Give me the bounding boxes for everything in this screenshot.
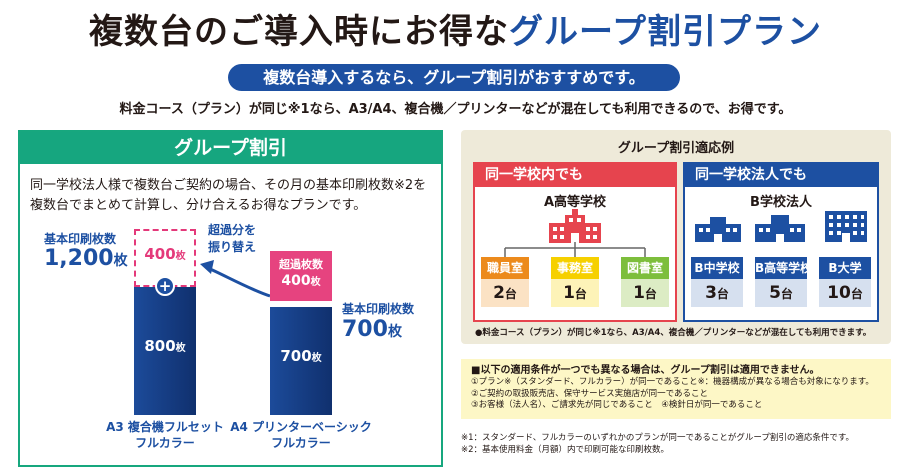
- same-school-heading: 同一学校内でも: [475, 164, 675, 187]
- school-junior-high: B中学校 3台: [691, 257, 743, 307]
- room-library: 図書室 1台: [621, 257, 669, 307]
- school-a-name: A高等学校: [543, 195, 607, 210]
- transfer-label: 超過分を 振り替え: [208, 223, 257, 254]
- example-note: ●料金コース（プラン）が同じ※1なら、A3/A4、複合機／プリンターなどが混在し…: [475, 328, 872, 338]
- group-discount-heading: グループ割引: [20, 132, 441, 164]
- right-base-label: 基本印刷枚数: [342, 302, 415, 316]
- group-discount-panel: グループ割引 同一学校法人様で複数台ご契約の場合、その月の基本印刷枚数※2を 複…: [18, 130, 443, 467]
- excess-sheets-bar: 超過枚数 400枚: [270, 251, 332, 301]
- footnote-2: ※2：基本使用料金（月額）内で印刷可能な印刷枚数。: [461, 445, 670, 455]
- plus-icon: +: [155, 276, 175, 296]
- conditions-box: ■以下の適用条件が一つでも異なる場合は、グループ割引は適用できません。 ①プラン…: [461, 359, 891, 419]
- condition-line: ①プラン※（スタンダード、フルカラー）が同一であること※：機器構成が異なる場合も…: [471, 377, 874, 387]
- branch-lines: [504, 242, 646, 258]
- junior-high-building-icon: [695, 217, 741, 242]
- example-title: グループ割引適応例: [617, 141, 735, 156]
- high-school-building-icon: [755, 215, 805, 242]
- lead-text: 料金コース（プラン）が同じ※1なら、A3/A4、複合機／プリンターなどが混在して…: [119, 102, 792, 117]
- corporation-b-name: B学校法人: [750, 195, 812, 210]
- a3-device-caption: A3 複合機フルセット フルカラー: [106, 420, 224, 450]
- school-building-icon: [549, 209, 601, 243]
- group-discount-description: 同一学校法人様で複数台ご契約の場合、その月の基本印刷枚数※2を 複数台でまとめて…: [30, 178, 427, 213]
- room-office: 事務室 1台: [551, 257, 599, 307]
- school-high: B高等学校 5台: [755, 257, 812, 307]
- a4-base-bar: 700枚: [270, 307, 332, 415]
- footnotes: ※1：スタンダード、フルカラーのいずれかのプランが同一であることがグループ割引の…: [461, 432, 854, 456]
- school-university: B大学 10台: [819, 257, 871, 307]
- a3-base-bar: 800枚: [134, 287, 196, 415]
- right-base-number: 700枚: [342, 317, 402, 342]
- room-staff: 職員室 2台: [481, 257, 529, 307]
- footnote-1: ※1：スタンダード、フルカラーのいずれかのプランが同一であることがグループ割引の…: [461, 433, 854, 443]
- same-corporation-box: 同一学校法人でも B学校法人 B中学校 3台 B高等学校 5台 B大学 10台: [683, 162, 879, 322]
- left-base-label: 基本印刷枚数: [44, 232, 117, 246]
- conditions-title: ■以下の適用条件が一つでも異なる場合は、グループ割引は適用できません。: [471, 365, 820, 376]
- same-school-box: 同一学校内でも A高等学校 職員室 2台 事務室 1台 図書室 1台: [473, 162, 677, 322]
- example-panel: グループ割引適応例 同一学校内でも A高等学校 職員室 2台 事務室 1台 図書…: [461, 130, 891, 344]
- transfer-arrow-icon: [200, 260, 271, 298]
- left-base-number: 1,200枚: [44, 246, 128, 271]
- same-corporation-heading: 同一学校法人でも: [685, 164, 877, 187]
- university-building-icon: [825, 211, 867, 242]
- headline-pill: 複数台導入するなら、グループ割引がおすすめです。: [228, 64, 680, 91]
- a4-device-caption: A4 プリンターベーシック フルカラー: [230, 420, 372, 450]
- condition-line: ③お客様（法人名）、ご請求先が同じであること ④検針日が同一であること: [471, 400, 763, 410]
- condition-line: ②ご契約の取扱販売店、保守サービス実施店が同一であること: [471, 388, 709, 399]
- page-title: 複数台のご導入時にお得なグループ割引プラン: [89, 12, 822, 52]
